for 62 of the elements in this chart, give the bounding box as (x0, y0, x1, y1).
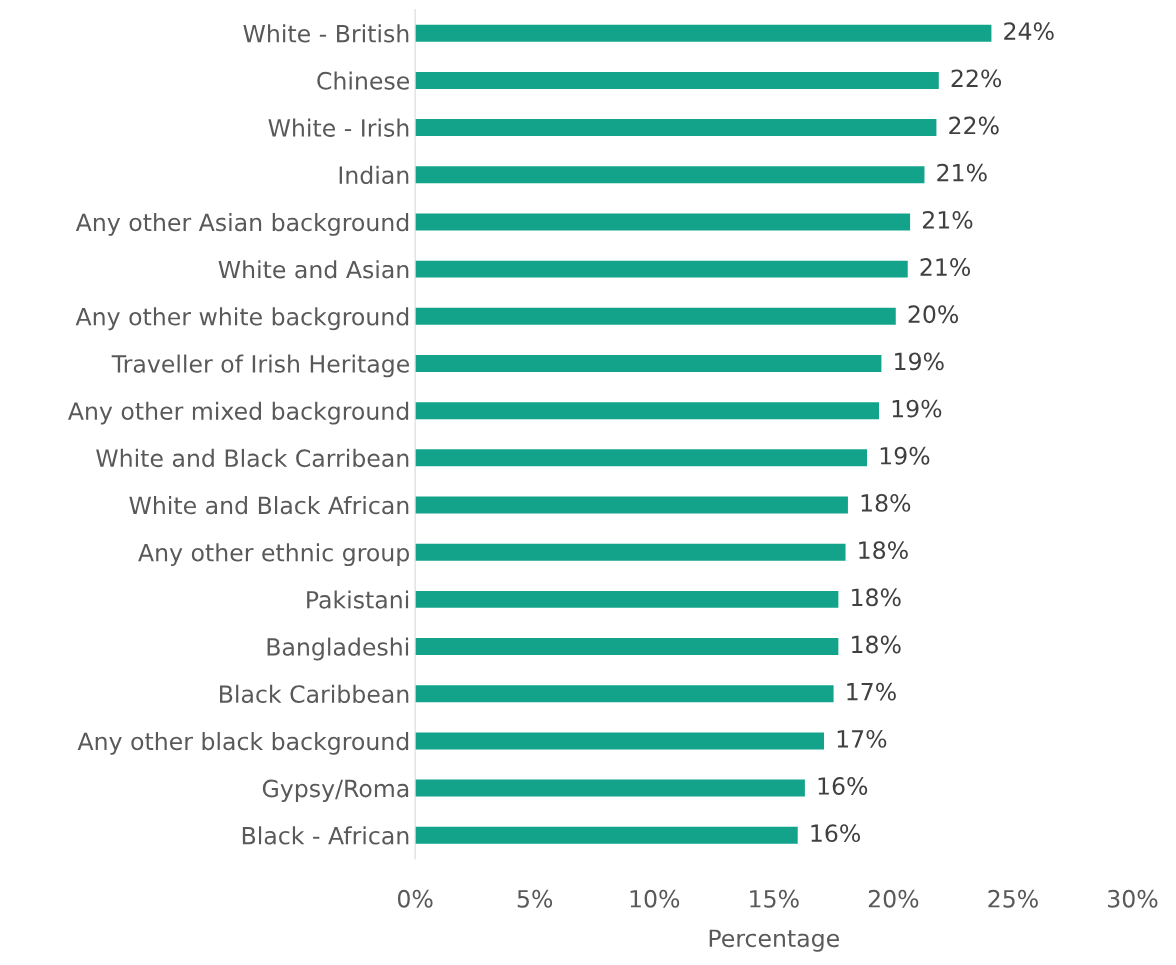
x-tick-label: 25% (988, 889, 1038, 908)
bar (415, 260, 908, 278)
x-tick-label: 15% (750, 889, 799, 908)
bar (415, 590, 839, 608)
x-tick-label: 30% (1108, 889, 1158, 908)
data-label: 24% (1004, 22, 1054, 41)
y-tick-label: Any other white background (75, 307, 409, 331)
x-tick-label: 0% (397, 889, 433, 908)
y-tick-label: White and Black African (129, 496, 409, 515)
bar (415, 496, 848, 514)
y-tick-label: Pakistani (307, 590, 409, 609)
bar (415, 732, 825, 750)
data-label: 22% (949, 116, 999, 135)
data-label: 21% (937, 163, 987, 182)
y-tick-label: White and Black Carribean (96, 448, 409, 468)
y-tick-label: Chinese (317, 71, 410, 90)
bar (415, 354, 882, 372)
bar (415, 638, 839, 656)
data-label: 18% (859, 541, 908, 560)
y-tick-label: White - Irish (268, 118, 409, 137)
data-label: 19% (895, 352, 944, 371)
x-tick-label: 5% (517, 889, 553, 908)
bar (415, 779, 805, 797)
bar (415, 213, 911, 231)
y-tick-label: Indian (339, 165, 409, 185)
data-label: 22% (951, 69, 1002, 88)
data-label: 18% (852, 635, 901, 654)
y-tick-label: Black Caribbean (220, 684, 409, 704)
y-tick-label: Any other black background (77, 731, 409, 755)
bar (415, 402, 880, 420)
data-label: 16% (818, 777, 868, 795)
y-tick-label: White - British (243, 24, 409, 43)
data-label: 19% (880, 446, 930, 465)
bar (415, 307, 896, 325)
data-label: 16% (811, 824, 861, 843)
data-label: 19% (892, 399, 942, 418)
bar (415, 826, 798, 844)
data-label: 17% (837, 729, 887, 748)
data-label: 20% (908, 305, 959, 324)
bar (415, 166, 925, 184)
y-tick-label: Any other Asian background (75, 212, 409, 236)
y-tick-label: Any other ethnic group (138, 543, 409, 567)
bar (415, 119, 937, 137)
y-tick-label: Black - African (242, 826, 409, 845)
y-tick-label: Traveller of Irish Heritage (111, 354, 410, 378)
data-label: 18% (852, 588, 901, 607)
x-tick-label: 10% (630, 889, 680, 908)
bar (415, 685, 834, 703)
y-tick-label: White and Asian (218, 260, 409, 279)
bar (415, 24, 992, 42)
bar (415, 449, 868, 467)
x-tick-label: 20% (868, 889, 919, 908)
bar (415, 543, 846, 561)
data-label: 17% (847, 682, 896, 701)
data-label: 21% (920, 258, 970, 276)
data-label: 21% (922, 210, 973, 229)
y-tick-label: Gypsy/Roma (262, 779, 409, 802)
x-axis-title: Percentage (709, 929, 839, 952)
bar (415, 71, 939, 89)
data-label: 18% (861, 494, 911, 512)
y-tick-label: Bangladeshi (267, 637, 409, 661)
y-tick-label: Any other mixed background (67, 401, 409, 425)
